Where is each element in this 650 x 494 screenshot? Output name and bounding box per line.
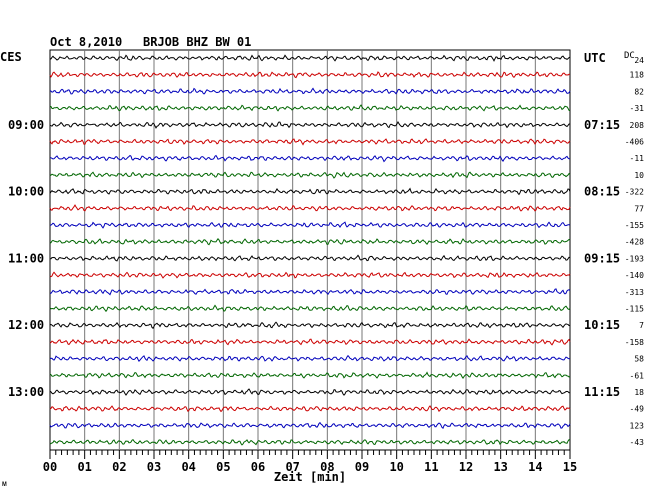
x-tick-label-07: 07 [285, 460, 299, 474]
x-axis-label: Zeit [min] [274, 470, 346, 484]
trace-20 [49, 388, 571, 396]
dc-offset-9: 77 [634, 204, 644, 213]
dc-offset-14: -313 [625, 288, 644, 297]
trace-23 [49, 439, 571, 446]
dc-offset-1: 118 [630, 71, 645, 80]
trace-19 [49, 371, 571, 379]
dc-offset-16: 7 [639, 321, 644, 330]
dc-offset-19: -61 [630, 371, 645, 380]
trace-14 [50, 288, 571, 296]
dc-offset-3: -31 [630, 104, 645, 113]
trace-16 [49, 321, 571, 329]
trace-17 [49, 338, 571, 346]
dc-offset-6: -11 [630, 154, 645, 163]
chart-title-date: Oct 8,2010 [50, 35, 122, 49]
right-time-label-5: 11:15 [584, 385, 620, 399]
dc-offset-12: -193 [625, 254, 644, 263]
trace-8 [49, 187, 571, 196]
x-tick-label-14: 14 [528, 460, 542, 474]
left-time-label-0: 09:00 [8, 118, 44, 132]
trace-4 [49, 120, 571, 129]
x-tick-label-15: 15 [563, 460, 577, 474]
trace-10 [49, 221, 571, 229]
dc-offset-23: -43 [630, 438, 645, 447]
trace-15 [49, 304, 571, 313]
left-time-label-2: 11:00 [8, 251, 44, 265]
dc-offset-labels: 24 118 82 -31 208 -406 -11 10 -322 77 -155 -428 -193… [625, 56, 644, 447]
plot-frame [49, 49, 571, 451]
trace-12 [49, 254, 571, 262]
dc-offset-0: 24 [634, 56, 644, 65]
x-tick-label-03: 03 [147, 460, 161, 474]
left-time-label-3: 12:00 [8, 318, 44, 332]
trace-22 [49, 421, 571, 430]
trace-21 [49, 405, 571, 413]
right-time-label-4: 10:15 [584, 318, 620, 332]
dc-offset-11: -428 [625, 238, 644, 247]
trace-13 [49, 271, 571, 279]
dc-offset-13: -140 [625, 271, 644, 280]
dc-offset-5: -406 [625, 138, 644, 147]
right-time-labels: UTC 07:15 08:15 09:15 10:15 11:15 [584, 51, 620, 399]
right-time-label-1: 07:15 [584, 118, 620, 132]
trace-7 [49, 171, 571, 179]
dc-offset-20: 18 [634, 388, 644, 397]
trace-18 [49, 354, 571, 363]
corner-mark: ᴍ [2, 479, 7, 488]
dc-offset-18: 58 [634, 355, 644, 364]
trace-group [49, 54, 571, 446]
x-tick-label-04: 04 [181, 460, 195, 474]
right-time-label-3: 09:15 [584, 251, 620, 265]
trace-1 [49, 71, 570, 79]
trace-11 [49, 238, 571, 246]
left-axis-label: CES [0, 50, 22, 64]
dc-offset-15: -115 [625, 305, 644, 314]
x-tick-label-05: 05 [216, 460, 230, 474]
trace-0 [49, 54, 571, 62]
trace-3 [49, 104, 571, 112]
x-tick-label-06: 06 [251, 460, 265, 474]
left-time-labels: 09:00 10:00 11:00 12:00 13:00 [8, 118, 44, 399]
left-time-label-4: 13:00 [8, 385, 44, 399]
chart-title-station: BRJOB BHZ BW 01 [143, 35, 251, 49]
dc-offset-22: 123 [630, 421, 645, 430]
dc-offset-8: -322 [625, 188, 644, 197]
trace-5 [49, 138, 571, 146]
right-time-label-2: 08:15 [584, 185, 620, 199]
trace-2 [49, 87, 571, 95]
x-tick-label-02: 02 [112, 460, 126, 474]
dc-label: DC [624, 51, 635, 61]
right-time-label-0: UTC [584, 51, 606, 65]
x-tick-label-00: 00 [43, 460, 57, 474]
grid-lines [84, 50, 536, 450]
x-tick-label-11: 11 [424, 460, 438, 474]
x-tick-label-10: 10 [389, 460, 403, 474]
dc-offset-4: 208 [630, 121, 645, 130]
trace-6 [49, 154, 571, 163]
left-time-label-1: 10:00 [8, 185, 44, 199]
dc-offset-21: -49 [630, 405, 645, 414]
dc-offset-17: -158 [625, 338, 644, 347]
x-tick-label-08: 08 [320, 460, 334, 474]
dc-offset-7: 10 [634, 171, 644, 180]
x-tick-label-09: 09 [355, 460, 369, 474]
dc-offset-10: -155 [625, 221, 644, 230]
x-tick-label-01: 01 [77, 460, 91, 474]
x-tick-label-13: 13 [493, 460, 507, 474]
x-tick-label-12: 12 [459, 460, 473, 474]
x-axis: 00 01 02 03 04 05 06 07 08 09 10 11 12 13 14 15 [43, 450, 577, 474]
trace-9 [49, 204, 571, 212]
dc-offset-2: 82 [634, 87, 644, 96]
